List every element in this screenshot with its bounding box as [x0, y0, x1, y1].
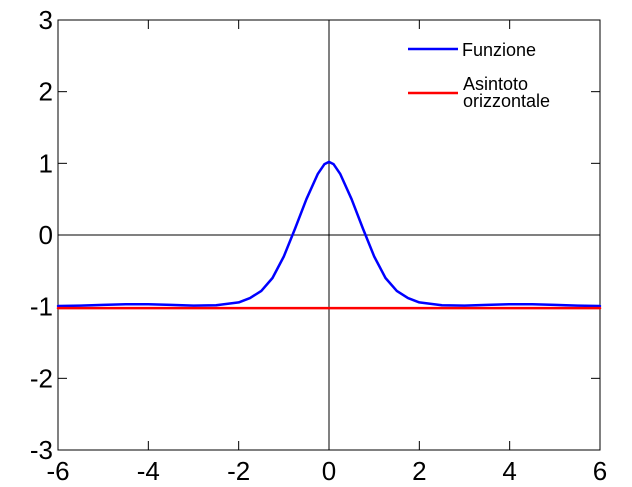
tick-labels: -6 -4 -2 0 2 4 6 3 2 1 0 -1 -2 -3 — [30, 5, 607, 486]
x-tick-label: 0 — [322, 456, 336, 486]
x-tick-label: -6 — [46, 456, 69, 486]
x-tick-label: 4 — [502, 456, 516, 486]
legend-label-asintoto: Asintoto — [463, 74, 528, 94]
y-tick-label: 0 — [39, 220, 53, 250]
y-tick-label: 1 — [39, 148, 53, 178]
x-tick-label: -2 — [227, 456, 250, 486]
x-tick-label: 6 — [593, 456, 607, 486]
y-tick-label: 2 — [39, 77, 53, 107]
series-line-funzione — [56, 160, 602, 308]
series-layer — [56, 160, 602, 310]
legend-label-funzione: Funzione — [462, 40, 536, 60]
x-tick-label: 2 — [412, 456, 426, 486]
legend: Funzione Asintoto orizzontale — [408, 40, 550, 111]
y-tick-label: 3 — [39, 5, 53, 35]
y-tick-label: -1 — [30, 292, 53, 322]
y-tick-label: -2 — [30, 363, 53, 393]
x-tick-label: -4 — [137, 456, 160, 486]
zero-axes — [58, 20, 600, 450]
legend-label-orizzontale: orizzontale — [463, 91, 550, 111]
y-tick-label: -3 — [30, 435, 53, 465]
